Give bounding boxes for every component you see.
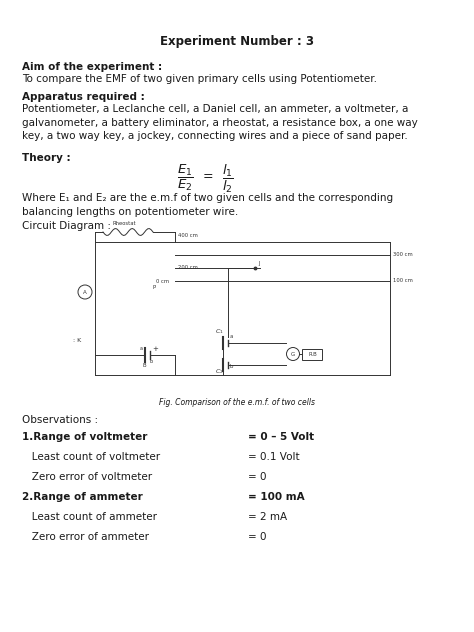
Text: Least count of ammeter: Least count of ammeter: [22, 512, 157, 522]
Text: = 0.1 Volt: = 0.1 Volt: [248, 452, 300, 462]
Text: : K: : K: [73, 338, 81, 343]
Text: Observations :: Observations :: [22, 415, 98, 425]
Text: = 100 mA: = 100 mA: [248, 492, 305, 502]
Text: $C_1$: $C_1$: [215, 327, 224, 336]
Text: Rheostat: Rheostat: [113, 221, 137, 226]
Text: 0 cm: 0 cm: [156, 279, 169, 284]
Text: = 2 mA: = 2 mA: [248, 512, 287, 522]
Text: $=$: $=$: [200, 168, 214, 181]
Text: R.B: R.B: [308, 353, 317, 358]
Text: G: G: [291, 353, 295, 358]
Text: Experiment Number : 3: Experiment Number : 3: [160, 35, 314, 48]
Text: $C_2$: $C_2$: [215, 367, 224, 376]
Circle shape: [286, 348, 300, 360]
Text: B: B: [143, 363, 146, 368]
Text: = 0: = 0: [248, 532, 266, 542]
Text: A: A: [83, 291, 87, 296]
Text: Least count of voltmeter: Least count of voltmeter: [22, 452, 160, 462]
Text: $\dfrac{l_1}{l_2}$: $\dfrac{l_1}{l_2}$: [222, 163, 234, 195]
Text: To compare the EMF of two given primary cells using Potentiometer.: To compare the EMF of two given primary …: [22, 74, 377, 84]
Text: b: b: [230, 364, 233, 369]
Text: +: +: [152, 346, 158, 352]
Text: 400 cm: 400 cm: [178, 233, 198, 238]
Text: 2.Range of ammeter: 2.Range of ammeter: [22, 492, 143, 502]
Text: Apparatus required :: Apparatus required :: [22, 92, 145, 102]
Text: Aim of the experiment :: Aim of the experiment :: [22, 62, 162, 72]
Bar: [302, 348, 322, 360]
Text: = 0 – 5 Volt: = 0 – 5 Volt: [248, 432, 314, 442]
Text: Zero error of ammeter: Zero error of ammeter: [22, 532, 149, 542]
Text: $\dfrac{E_1}{E_2}$: $\dfrac{E_1}{E_2}$: [177, 163, 193, 193]
Circle shape: [78, 285, 92, 299]
Text: a: a: [230, 334, 233, 339]
Text: Potentiometer, a Leclanche cell, a Daniel cell, an ammeter, a voltmeter, a
galva: Potentiometer, a Leclanche cell, a Danie…: [22, 104, 418, 141]
Text: Fig. Comparison of the e.m.f. of two cells: Fig. Comparison of the e.m.f. of two cel…: [159, 398, 315, 407]
Text: a: a: [140, 346, 143, 351]
Text: Circuit Diagram :: Circuit Diagram :: [22, 221, 111, 231]
Text: Where E₁ and E₂ are the e.m.f of two given cells and the corresponding
balancing: Where E₁ and E₂ are the e.m.f of two giv…: [22, 193, 393, 217]
Text: = 0: = 0: [248, 472, 266, 482]
Text: 100 cm: 100 cm: [393, 278, 413, 283]
Text: Zero error of voltmeter: Zero error of voltmeter: [22, 472, 152, 482]
Text: b: b: [150, 359, 153, 364]
Text: J: J: [258, 261, 259, 266]
Text: Theory :: Theory :: [22, 153, 71, 163]
Text: P: P: [153, 285, 156, 290]
Text: 200 cm: 200 cm: [178, 265, 198, 270]
Text: 1.Range of voltmeter: 1.Range of voltmeter: [22, 432, 147, 442]
Text: 300 cm: 300 cm: [393, 252, 413, 257]
